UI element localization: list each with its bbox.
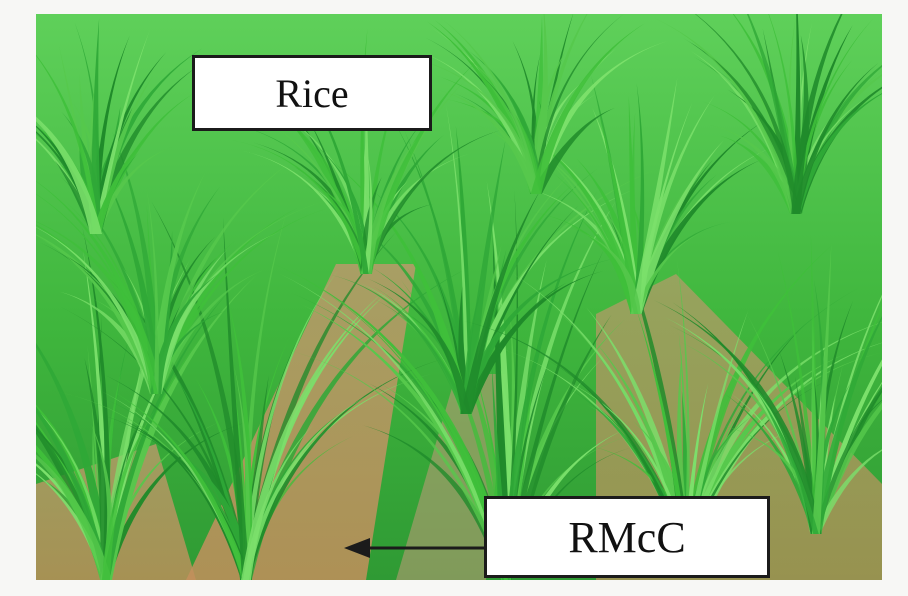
grass-blade: [719, 135, 802, 214]
grass-blade: [242, 424, 315, 580]
grass-blade: [101, 409, 156, 580]
grass-blade: [792, 62, 879, 214]
grass-blade: [233, 365, 251, 580]
grass-blade: [635, 306, 690, 554]
grass-blade: [36, 116, 102, 234]
grass-blade: [810, 316, 882, 534]
grass-blade: [368, 278, 471, 414]
grass-blade: [100, 274, 258, 580]
rice-field-photo: [36, 14, 882, 580]
grass-blade: [811, 243, 832, 535]
grass-blade: [580, 231, 641, 314]
rice-plants: [36, 14, 882, 580]
grass-blade: [286, 55, 369, 274]
grass-blade: [599, 114, 641, 315]
grass-blade: [460, 139, 506, 415]
rmcc-label-text: RMcC: [568, 512, 686, 562]
grass-blade: [437, 89, 541, 194]
rice-label: Rice: [192, 55, 432, 131]
grass-blade: [767, 409, 819, 534]
grass-blade: [93, 30, 150, 234]
grass-blade: [460, 189, 541, 414]
arrow-left-icon: [344, 538, 486, 558]
rice-label-text: Rice: [275, 70, 349, 116]
grass-blade: [811, 449, 882, 534]
grass-blade: [632, 83, 645, 314]
rmcc-label: RMcC: [484, 496, 770, 578]
grass-blade: [146, 187, 159, 394]
grass-blade: [811, 402, 882, 534]
grass-blade: [314, 143, 369, 274]
grass-blade: [395, 54, 539, 195]
grass-blade: [578, 217, 642, 314]
grass-blade: [36, 221, 162, 394]
grass-blade: [630, 139, 725, 314]
grass-blade: [530, 107, 616, 194]
grass-blade: [791, 14, 843, 214]
grass-blade: [36, 454, 112, 580]
grass-blade: [530, 23, 646, 194]
grass-blade: [150, 249, 228, 394]
grass-blade: [360, 139, 417, 274]
grass-blade: [531, 211, 640, 314]
grass-blade: [682, 310, 749, 554]
soil-row: [396, 374, 506, 580]
rice-field-illustration: [36, 14, 882, 580]
grass-blade: [363, 153, 373, 274]
grass-blade: [102, 292, 228, 580]
grass-blade: [36, 227, 161, 394]
grass-blade: [91, 136, 148, 234]
